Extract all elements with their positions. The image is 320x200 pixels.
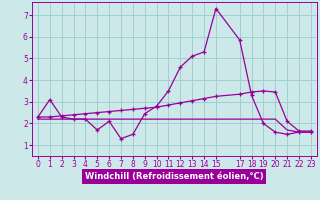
- X-axis label: Windchill (Refroidissement éolien,°C): Windchill (Refroidissement éolien,°C): [85, 172, 264, 181]
